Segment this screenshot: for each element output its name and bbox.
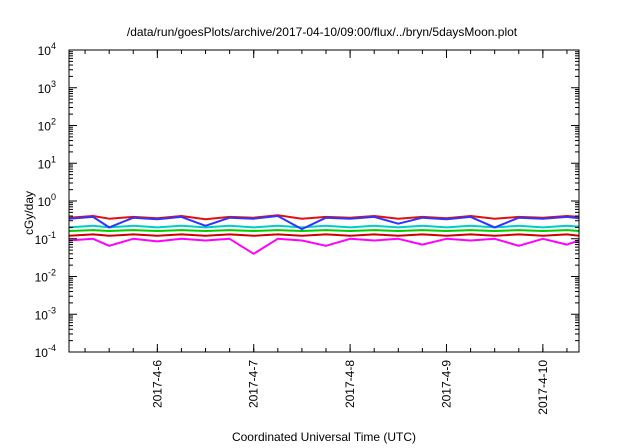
x-axis: 2017-4-6 2017-4-7 2017-4-8 2017-4-9 2017-4-1… [84, 50, 568, 415]
y-tick-label: 10-3 [35, 305, 56, 322]
y-tick-label: 104 [38, 41, 56, 58]
series-6-line [68, 215, 580, 231]
y-tick-label: 10-1 [35, 230, 56, 247]
y-tick-label: 10-4 [35, 343, 56, 360]
y-axis-label: cGy/day [22, 191, 36, 235]
y-tick-label: 101 [38, 154, 56, 171]
series-3-line [68, 229, 580, 232]
plot-area [68, 214, 580, 255]
y-axis: 10-4 10-3 10-2 10-1 100 101 102 103 104 [35, 41, 579, 360]
y-tick-label: 102 [38, 117, 56, 134]
x-tick-label: 2017-4-7 [247, 360, 261, 408]
x-axis-label: Coordinated Universal Time (UTC) [232, 430, 416, 444]
x-tick-label: 2017-4-9 [439, 360, 453, 408]
y-tick-label: 10-2 [35, 268, 56, 285]
chart-title: /data/run/goesPlots/archive/2017-04-10/0… [127, 25, 518, 39]
series-1-line [68, 237, 580, 255]
y-tick-label: 103 [38, 79, 56, 96]
x-tick-label: 2017-4-6 [150, 360, 164, 408]
x-tick-label: 2017-4-8 [343, 360, 357, 408]
plot-frame [68, 49, 580, 353]
series-2-line [68, 233, 580, 237]
x-tick-label: 2017-4-10 [536, 360, 550, 415]
series-4-line [68, 224, 580, 229]
y-tick-label: 100 [38, 192, 56, 209]
